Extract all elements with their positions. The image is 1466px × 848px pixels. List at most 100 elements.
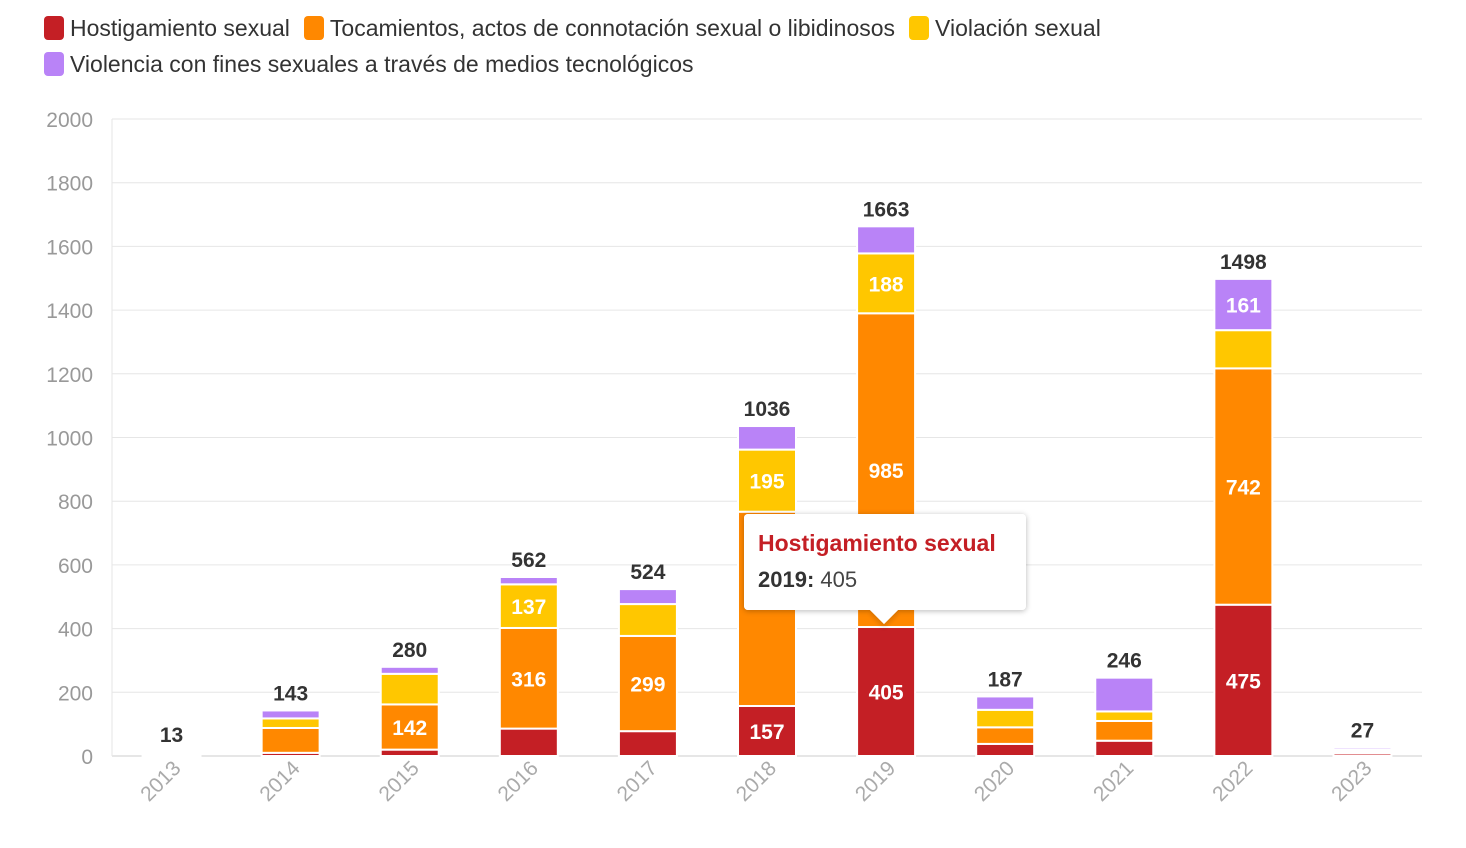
segment-value-label: 299 — [630, 674, 665, 697]
bar-total-label: 1036 — [744, 398, 791, 421]
segment-value-label: 742 — [1226, 477, 1261, 500]
x-tick-label: 2021 — [1089, 757, 1138, 806]
legend-swatch — [44, 16, 64, 40]
bar-segment[interactable] — [856, 252, 917, 315]
x-tick-label: 2017 — [613, 757, 662, 806]
segment-value-label: 157 — [749, 721, 784, 744]
segment-value-label: 475 — [1226, 670, 1261, 693]
bar-total-label: 246 — [1107, 650, 1142, 673]
y-tick-label: 1400 — [46, 300, 93, 323]
bar-segment[interactable] — [1094, 676, 1155, 713]
bar-segment[interactable] — [498, 576, 559, 586]
legend-swatch — [44, 52, 64, 76]
bar-segment[interactable] — [1094, 710, 1155, 722]
bar-segment[interactable] — [379, 665, 440, 675]
bar-total-label: 280 — [392, 639, 427, 662]
y-tick-label: 400 — [58, 619, 93, 642]
bar-segment[interactable] — [141, 750, 202, 754]
bar-total-label: 1498 — [1220, 251, 1267, 274]
x-tick-label: 2014 — [255, 757, 305, 807]
segment-value-label: 142 — [392, 717, 427, 740]
bar-segment[interactable] — [737, 425, 797, 451]
legend-item-hostigamiento[interactable]: Hostigamiento sexual — [44, 15, 290, 42]
legend-swatch — [303, 16, 324, 40]
bar-segment[interactable] — [975, 726, 1036, 745]
legend-item-violacion[interactable]: Violación sexual — [909, 15, 1101, 42]
bar-segment[interactable] — [1213, 367, 1274, 606]
bar-segment[interactable] — [975, 695, 1036, 711]
tooltip-key: 2019: — [758, 567, 815, 592]
legend-label: Violencia con fines sexuales a través de… — [70, 50, 694, 77]
bar-total-label: 27 — [1351, 719, 1374, 742]
bar-segment[interactable] — [617, 603, 678, 637]
bar-segment[interactable] — [260, 726, 321, 754]
y-tick-label: 1200 — [46, 364, 93, 387]
legend-label: Violación sexual — [935, 14, 1101, 41]
bar-segment[interactable] — [737, 448, 797, 513]
x-tick-label: 2022 — [1208, 757, 1257, 806]
x-tick-label: 2018 — [732, 757, 781, 806]
bar-segment[interactable] — [498, 583, 559, 629]
segment-value-label: 161 — [1226, 295, 1261, 318]
bar-total-label: 13 — [160, 724, 183, 747]
tooltip-body: Hostigamiento sexual 2019: 405 — [744, 514, 1026, 610]
bar-segment[interactable] — [617, 634, 678, 733]
tooltip-value: 405 — [820, 567, 858, 592]
bar-segment[interactable] — [975, 742, 1036, 757]
segment-value-label: 188 — [869, 273, 904, 296]
y-tick-label: 1800 — [46, 173, 93, 196]
bar-segment[interactable] — [1213, 277, 1274, 332]
y-tick-label: 200 — [58, 682, 93, 705]
y-tick-label: 800 — [58, 491, 93, 514]
segment-value-label: 137 — [511, 596, 546, 619]
bar-segment[interactable] — [975, 708, 1036, 729]
bar-segment[interactable] — [1213, 329, 1274, 370]
chart-legend: Hostigamiento sexual Tocamientos, actos … — [44, 10, 1424, 82]
bar-segment[interactable] — [856, 626, 917, 757]
y-tick-label: 1600 — [46, 236, 93, 259]
bar-segment[interactable] — [1094, 719, 1155, 742]
bar-segment[interactable] — [856, 225, 917, 255]
segment-value-label: 985 — [869, 460, 904, 483]
x-tick-label: 2020 — [970, 757, 1019, 806]
bar-segment[interactable] — [379, 672, 440, 706]
y-tick-label: 0 — [81, 746, 93, 769]
legend-item-tocamientos[interactable]: Tocamientos, actos de connotación sexual… — [303, 14, 896, 42]
legend-label: Hostigamiento sexual — [70, 14, 290, 41]
bar-segment[interactable] — [1094, 739, 1155, 757]
segment-value-label: 405 — [869, 682, 904, 705]
bar-total-label: 143 — [273, 682, 308, 705]
tooltip: Hostigamiento sexual 2019: 405 — [744, 514, 1026, 625]
bar-segment[interactable] — [498, 626, 559, 730]
x-tick-label: 2015 — [374, 757, 423, 806]
x-tick-label: 2016 — [494, 757, 543, 806]
y-tick-label: 2000 — [46, 109, 93, 132]
segment-value-label: 316 — [511, 668, 546, 691]
bar-segment[interactable] — [617, 588, 678, 606]
legend-row-2: Violencia con fines sexuales a través de… — [44, 46, 1424, 82]
bar-total-label: 1663 — [863, 198, 910, 221]
bar-segment[interactable] — [379, 703, 440, 751]
bar-total-label: 562 — [511, 549, 546, 572]
tooltip-title: Hostigamiento sexual — [758, 530, 996, 556]
segment-value-label: 195 — [749, 471, 784, 494]
x-tick-label: 2023 — [1327, 757, 1376, 806]
bar-segment[interactable] — [1332, 746, 1393, 751]
legend-swatch — [909, 16, 930, 40]
bar-total-label: 524 — [630, 561, 665, 584]
x-tick-label: 2013 — [136, 757, 185, 806]
y-tick-label: 600 — [58, 555, 93, 578]
x-tick-label: 2019 — [851, 757, 900, 806]
bar-total-label: 187 — [988, 668, 1023, 691]
legend-item-violencia-medios[interactable]: Violencia con fines sexuales a través de… — [44, 51, 694, 78]
bar-segment[interactable] — [498, 727, 559, 758]
bar-segment[interactable] — [617, 730, 678, 757]
bar-segment[interactable] — [1213, 603, 1274, 758]
y-tick-label: 1000 — [46, 428, 93, 451]
bar-segment[interactable] — [260, 717, 321, 729]
legend-label: Tocamientos, actos de connotación sexual… — [329, 14, 896, 41]
legend-row-1: Hostigamiento sexual Tocamientos, actos … — [44, 10, 1424, 46]
bar-segment[interactable] — [260, 709, 321, 720]
tooltip-value-line: 2019: 405 — [758, 567, 1012, 593]
